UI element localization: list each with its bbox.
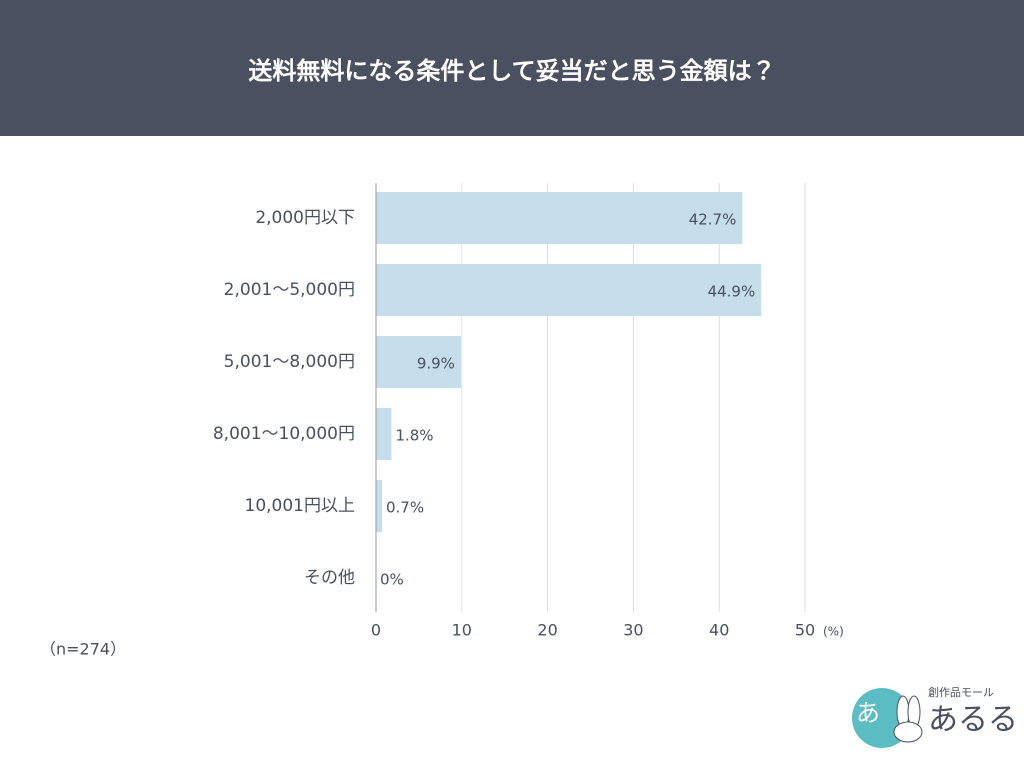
value-label: 44.9% [708,283,756,301]
header-band [0,0,1024,136]
bar [376,264,762,316]
x-tick-label: 40 [709,621,729,640]
value-label: 9.9% [417,355,455,373]
y-tick-label: 10,001円以上 [245,496,355,516]
logo-name: あるる [928,703,1018,738]
y-tick-label: 5,001～8,000円 [224,352,355,372]
x-tick-label: 30 [623,621,643,640]
bar [376,408,392,460]
y-tick-label: その他 [304,568,355,588]
value-label: 1.8% [395,427,433,445]
x-tick-label: 10 [452,621,472,640]
y-tick-label: 2,001～5,000円 [224,280,355,300]
x-axis-unit: (%) [823,625,844,639]
logo-face [893,721,923,743]
y-tick-label: 2,000円以下 [255,208,355,228]
logo-glyph: あ [856,699,880,727]
chart-title: 送料無料になる条件として妥当だと思う金額は？ [248,57,775,85]
value-label: 0.7% [386,499,424,517]
sample-note: （n=274） [40,640,126,659]
bar [376,336,461,388]
y-tick-label: 8,001～10,000円 [213,424,355,444]
x-tick-label: 50 [795,621,815,640]
x-tick-label: 0 [371,621,381,640]
logo: あ 創作品モール あるる [852,686,1018,748]
bar [376,480,383,532]
bar [376,192,743,244]
value-label: 0% [380,571,404,589]
logo-tagline: 創作品モール [928,686,994,699]
value-label: 42.7% [689,211,737,229]
x-tick-label: 20 [537,621,557,640]
